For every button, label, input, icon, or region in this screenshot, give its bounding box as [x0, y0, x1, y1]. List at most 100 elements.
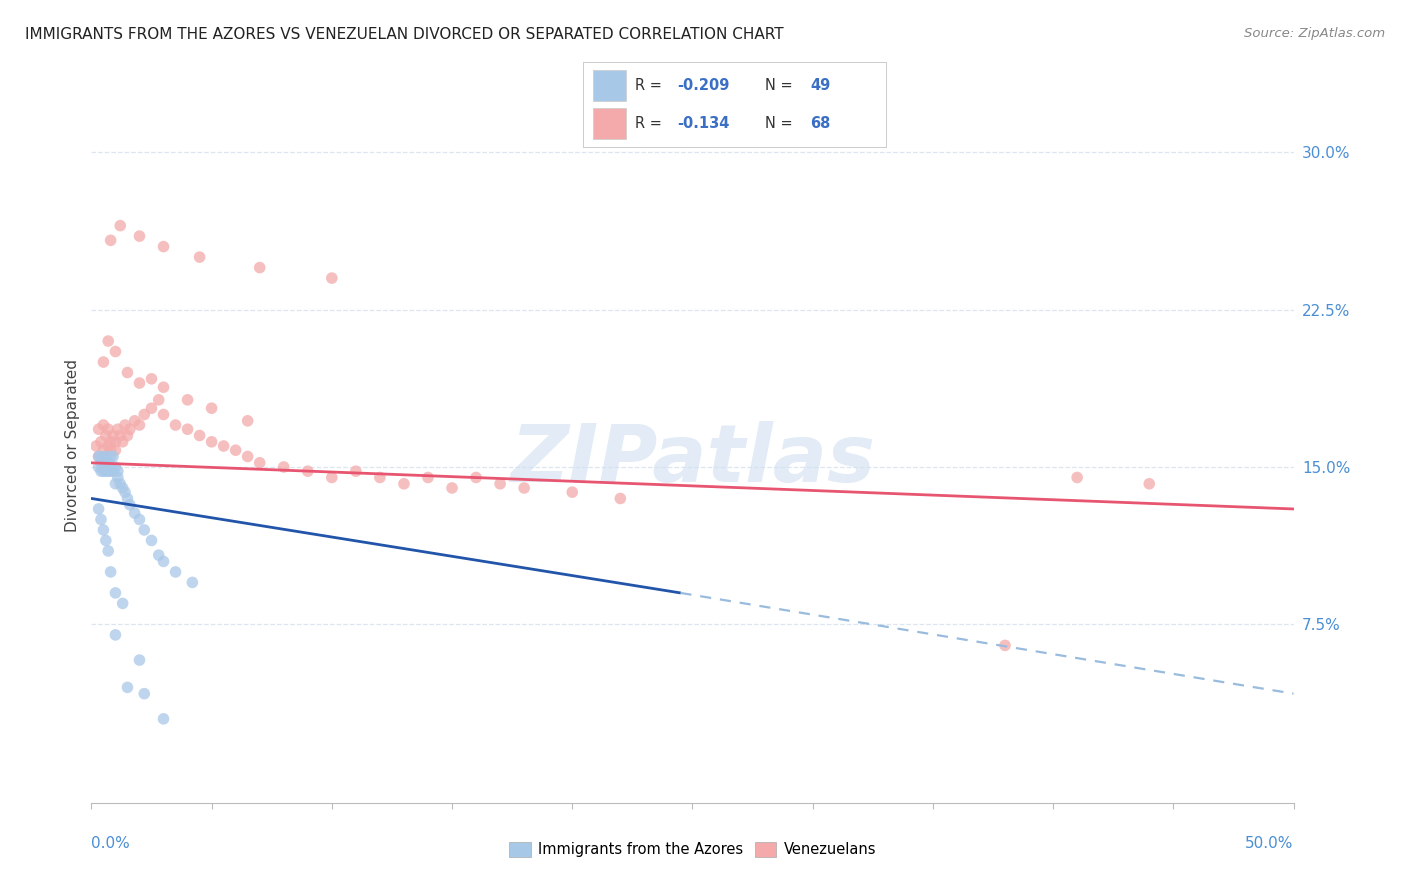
Text: 0.0%: 0.0%: [91, 837, 131, 851]
Point: [93, 464, 115, 478]
Point: [107, 470, 129, 484]
Point: [110, 219, 132, 233]
Point: [124, 506, 146, 520]
Point: [321, 470, 343, 484]
Point: [249, 456, 271, 470]
Text: Source: ZipAtlas.com: Source: ZipAtlas.com: [1244, 27, 1385, 40]
Text: N =: N =: [765, 78, 797, 93]
Point: [152, 380, 174, 394]
Point: [124, 414, 146, 428]
Text: -0.209: -0.209: [678, 78, 730, 93]
Point: [368, 470, 391, 484]
Point: [90, 434, 112, 449]
Point: [117, 428, 139, 442]
Point: [101, 464, 124, 478]
Point: [236, 450, 259, 464]
Point: [100, 460, 122, 475]
Point: [84, 439, 107, 453]
Point: [101, 450, 124, 464]
Point: [94, 450, 117, 464]
Point: [128, 376, 150, 390]
Point: [165, 417, 187, 432]
Point: [141, 533, 163, 548]
Point: [118, 498, 141, 512]
Point: [93, 443, 115, 458]
Point: [97, 464, 120, 478]
Point: [152, 554, 174, 568]
Text: 68: 68: [810, 116, 831, 131]
Point: [100, 450, 122, 464]
Point: [90, 464, 112, 478]
Point: [94, 464, 117, 478]
Point: [87, 502, 110, 516]
Point: [148, 392, 170, 407]
Point: [141, 372, 163, 386]
Text: N =: N =: [765, 116, 797, 131]
Point: [236, 414, 259, 428]
Point: [134, 523, 156, 537]
Point: [110, 428, 132, 442]
Point: [110, 476, 132, 491]
Point: [87, 460, 110, 475]
Point: [392, 476, 415, 491]
Point: [104, 460, 127, 475]
Text: ZIPatlas: ZIPatlas: [510, 421, 875, 500]
Point: [94, 533, 117, 548]
Point: [90, 456, 112, 470]
Point: [100, 233, 122, 247]
Point: [90, 450, 112, 464]
Point: [465, 470, 488, 484]
Point: [1066, 470, 1088, 484]
Point: [107, 464, 129, 478]
Point: [181, 575, 204, 590]
FancyBboxPatch shape: [592, 108, 626, 139]
Point: [117, 681, 139, 695]
Point: [188, 250, 211, 264]
Point: [117, 491, 139, 506]
Text: R =: R =: [636, 78, 666, 93]
Point: [90, 512, 112, 526]
Legend: Immigrants from the Azores, Venezuelans: Immigrants from the Azores, Venezuelans: [503, 836, 882, 863]
Point: [100, 464, 122, 478]
Point: [87, 450, 110, 464]
Point: [117, 366, 139, 380]
Point: [104, 434, 127, 449]
Point: [1137, 476, 1160, 491]
Text: IMMIGRANTS FROM THE AZORES VS VENEZUELAN DIVORCED OR SEPARATED CORRELATION CHART: IMMIGRANTS FROM THE AZORES VS VENEZUELAN…: [25, 27, 785, 42]
Point: [225, 443, 247, 458]
Point: [97, 439, 120, 453]
Point: [165, 565, 187, 579]
Point: [111, 481, 134, 495]
Point: [128, 653, 150, 667]
Point: [249, 260, 271, 275]
Point: [344, 464, 367, 478]
Point: [297, 464, 319, 478]
Point: [176, 422, 198, 436]
Y-axis label: Divorced or Separated: Divorced or Separated: [65, 359, 80, 533]
Text: 50.0%: 50.0%: [1246, 837, 1294, 851]
Point: [128, 229, 150, 244]
Point: [114, 485, 136, 500]
Point: [416, 470, 439, 484]
Point: [188, 428, 211, 442]
Point: [104, 476, 127, 491]
Point: [101, 428, 124, 442]
Point: [489, 476, 512, 491]
Text: R =: R =: [636, 116, 666, 131]
Point: [100, 434, 122, 449]
Point: [107, 422, 129, 436]
Point: [100, 443, 122, 458]
Point: [994, 639, 1017, 653]
Point: [141, 401, 163, 416]
Point: [93, 460, 115, 475]
Point: [93, 355, 115, 369]
Point: [104, 344, 127, 359]
Point: [97, 422, 120, 436]
Point: [201, 401, 224, 416]
Point: [118, 422, 141, 436]
Point: [134, 687, 156, 701]
FancyBboxPatch shape: [592, 70, 626, 101]
Point: [93, 523, 115, 537]
Point: [87, 422, 110, 436]
Point: [212, 439, 235, 453]
